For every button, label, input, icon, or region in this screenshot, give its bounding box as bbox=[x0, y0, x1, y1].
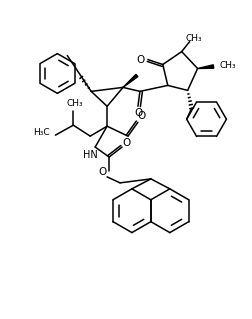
Polygon shape bbox=[123, 74, 138, 87]
Text: CH₃: CH₃ bbox=[185, 34, 202, 43]
Polygon shape bbox=[198, 65, 214, 69]
Text: O: O bbox=[98, 167, 106, 177]
Text: O: O bbox=[137, 55, 145, 64]
Text: O: O bbox=[123, 138, 131, 148]
Text: H₃C: H₃C bbox=[33, 128, 50, 137]
Text: O: O bbox=[135, 108, 143, 118]
Text: HN: HN bbox=[83, 150, 98, 160]
Text: CH₃: CH₃ bbox=[219, 61, 236, 70]
Text: CH₃: CH₃ bbox=[67, 99, 84, 108]
Text: O: O bbox=[138, 111, 146, 121]
